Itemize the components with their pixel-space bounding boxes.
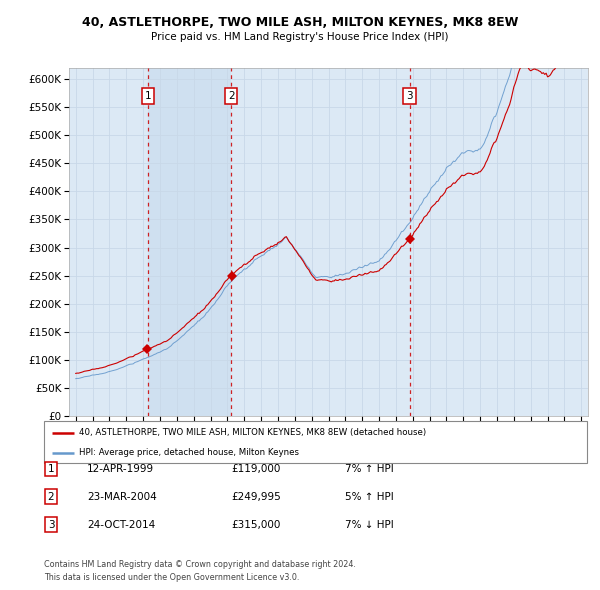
- Text: 2: 2: [47, 492, 55, 502]
- Text: Contains HM Land Registry data © Crown copyright and database right 2024.: Contains HM Land Registry data © Crown c…: [44, 560, 356, 569]
- Text: 2: 2: [228, 91, 235, 101]
- Text: 24-OCT-2014: 24-OCT-2014: [87, 520, 155, 529]
- Text: £315,000: £315,000: [231, 520, 280, 529]
- Text: This data is licensed under the Open Government Licence v3.0.: This data is licensed under the Open Gov…: [44, 572, 299, 582]
- Text: 40, ASTLETHORPE, TWO MILE ASH, MILTON KEYNES, MK8 8EW (detached house): 40, ASTLETHORPE, TWO MILE ASH, MILTON KE…: [79, 428, 426, 437]
- Text: 7% ↓ HPI: 7% ↓ HPI: [345, 520, 394, 529]
- Text: 3: 3: [47, 520, 55, 529]
- Text: £249,995: £249,995: [231, 492, 281, 502]
- Text: £119,000: £119,000: [231, 464, 280, 474]
- Text: Price paid vs. HM Land Registry's House Price Index (HPI): Price paid vs. HM Land Registry's House …: [151, 32, 449, 41]
- Text: 7% ↑ HPI: 7% ↑ HPI: [345, 464, 394, 474]
- Text: 3: 3: [406, 91, 413, 101]
- Text: 1: 1: [145, 91, 151, 101]
- Text: 23-MAR-2004: 23-MAR-2004: [87, 492, 157, 502]
- Bar: [148, 68, 231, 416]
- FancyBboxPatch shape: [44, 421, 587, 463]
- Text: 1: 1: [47, 464, 55, 474]
- Text: 12-APR-1999: 12-APR-1999: [87, 464, 154, 474]
- Text: 5% ↑ HPI: 5% ↑ HPI: [345, 492, 394, 502]
- Text: 40, ASTLETHORPE, TWO MILE ASH, MILTON KEYNES, MK8 8EW: 40, ASTLETHORPE, TWO MILE ASH, MILTON KE…: [82, 16, 518, 29]
- Text: HPI: Average price, detached house, Milton Keynes: HPI: Average price, detached house, Milt…: [79, 448, 299, 457]
